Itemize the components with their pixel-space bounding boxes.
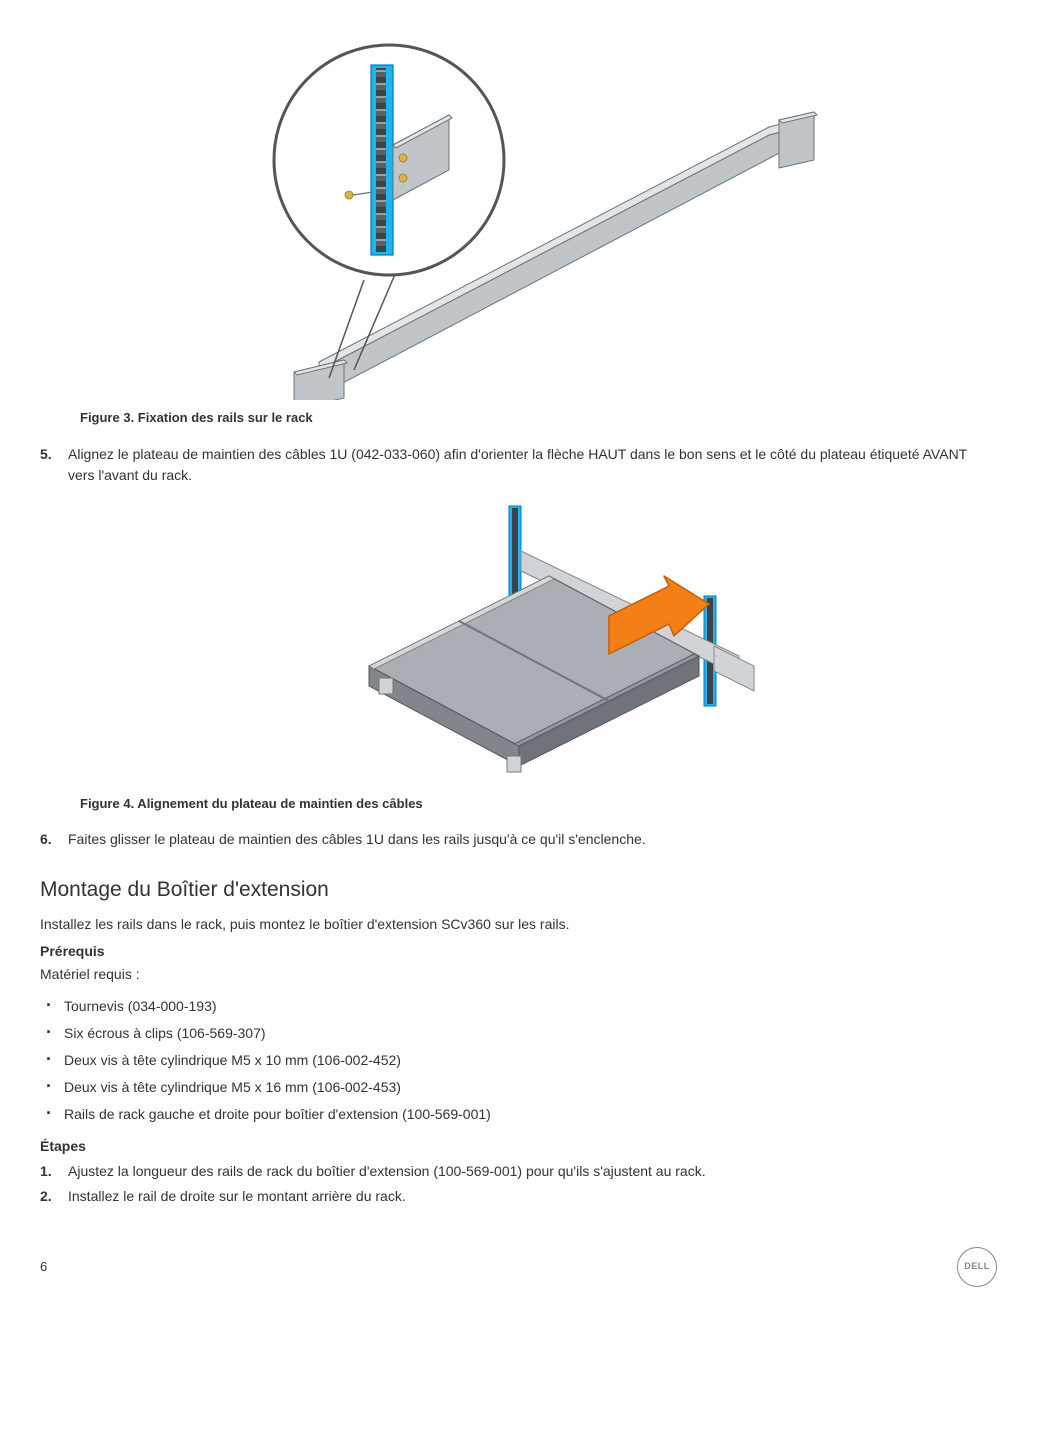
step-5-text: Alignez le plateau de maintien des câble…	[68, 444, 997, 486]
figure-4-diagram	[80, 496, 997, 786]
page-footer: 6 DELL	[40, 1247, 997, 1287]
figure-3-svg	[259, 40, 819, 400]
steps-label: Étapes	[40, 1136, 997, 1157]
figure-4-svg	[309, 496, 769, 786]
list-item: Tournevis (034-000-193)	[40, 993, 997, 1020]
step-text: Ajustez la longueur des rails de rack du…	[68, 1161, 997, 1182]
dell-logo: DELL	[957, 1247, 997, 1287]
step-6-number: 6.	[40, 829, 68, 850]
prereq-text: Matériel requis :	[40, 964, 997, 985]
prereq-bullet-list: Tournevis (034-000-193)Six écrous à clip…	[40, 993, 997, 1128]
step-row: 1.Ajustez la longueur des rails de rack …	[40, 1161, 997, 1182]
list-item: Six écrous à clips (106-569-307)	[40, 1020, 997, 1047]
prereq-label: Prérequis	[40, 941, 997, 962]
list-item: Rails de rack gauche et droite pour boît…	[40, 1101, 997, 1128]
step-row: 2.Installez le rail de droite sur le mon…	[40, 1186, 997, 1207]
step-6-text: Faites glisser le plateau de maintien de…	[68, 829, 997, 850]
step-number: 2.	[40, 1186, 68, 1207]
step-number: 1.	[40, 1161, 68, 1182]
list-item: Deux vis à tête cylindrique M5 x 10 mm (…	[40, 1047, 997, 1074]
section-heading: Montage du Boîtier d'extension	[40, 874, 997, 906]
step-6: 6. Faites glisser le plateau de maintien…	[40, 829, 997, 850]
figure-4-caption: Figure 4. Alignement du plateau de maint…	[80, 794, 997, 814]
list-item: Deux vis à tête cylindrique M5 x 16 mm (…	[40, 1074, 997, 1101]
step-text: Installez le rail de droite sur le monta…	[68, 1186, 997, 1207]
section-intro: Installez les rails dans le rack, puis m…	[40, 914, 997, 935]
step-5-number: 5.	[40, 444, 68, 486]
step-5: 5. Alignez le plateau de maintien des câ…	[40, 444, 997, 486]
figure-3-diagram	[80, 40, 997, 400]
page-number: 6	[40, 1257, 47, 1277]
figure-3-caption: Figure 3. Fixation des rails sur le rack	[80, 408, 997, 428]
steps-container: 1.Ajustez la longueur des rails de rack …	[40, 1161, 997, 1207]
